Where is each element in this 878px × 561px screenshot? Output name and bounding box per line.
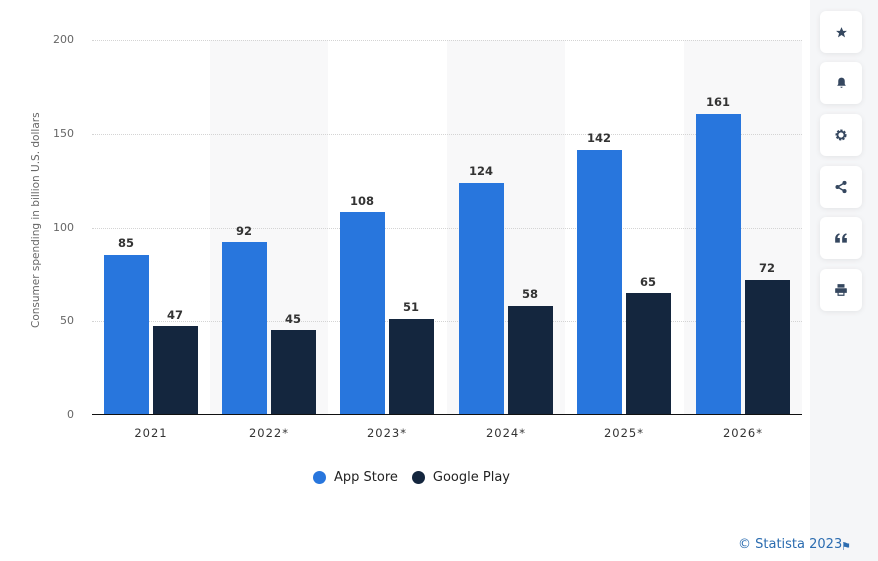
settings-button[interactable] [820, 114, 862, 156]
gear-icon [835, 129, 847, 141]
y-tick: 0 [67, 408, 74, 421]
y-tick: 50 [60, 314, 74, 327]
y-tick: 200 [53, 33, 74, 46]
value-label: 108 [349, 194, 374, 208]
value-label: 65 [639, 275, 656, 289]
y-tick: 100 [53, 221, 74, 234]
x-axis-line [92, 414, 802, 415]
legend-label: Google Play [432, 470, 510, 485]
bar-google-play-2023[interactable] [389, 319, 434, 414]
bar-google-play-2021[interactable] [153, 326, 198, 414]
quote-icon [835, 233, 847, 243]
legend: App Store Google Play [313, 470, 524, 485]
value-label: 51 [402, 300, 419, 314]
x-tick: 2023* [366, 426, 408, 440]
legend-item-google-play[interactable]: Google Play [411, 470, 510, 485]
app-store-swatch-icon [313, 471, 326, 484]
bar-app-store-2022[interactable] [222, 242, 267, 414]
legend-label: App Store [334, 470, 398, 485]
bar-google-play-2024[interactable] [508, 306, 553, 414]
print-button[interactable] [820, 269, 862, 311]
share-button[interactable] [820, 166, 862, 208]
gridline [92, 40, 802, 41]
value-label: 161 [705, 95, 730, 109]
bar-chart: 200 150 100 50 0 Consumer spending in bi… [30, 33, 802, 485]
value-label: 72 [758, 261, 775, 275]
bar-google-play-2022[interactable] [271, 330, 316, 414]
x-tick: 2022* [248, 426, 290, 440]
y-tick: 150 [53, 127, 74, 140]
x-tick: 2025* [603, 426, 645, 440]
value-label: 124 [468, 164, 493, 178]
gridline [92, 134, 802, 135]
value-label: 85 [117, 236, 134, 250]
flag-icon[interactable]: ⚑ [841, 540, 851, 553]
bell-icon [836, 77, 846, 88]
bar-app-store-2023[interactable] [340, 212, 385, 414]
print-icon [835, 284, 847, 296]
star-icon [835, 26, 847, 37]
statista-credit-link[interactable]: © Statista 2023 [738, 537, 843, 552]
value-label: 47 [166, 308, 183, 322]
bar-app-store-2026[interactable] [696, 114, 741, 414]
x-tick: 2024* [485, 426, 527, 440]
value-label: 58 [521, 287, 538, 301]
value-label: 92 [235, 224, 252, 238]
bar-app-store-2021[interactable] [104, 255, 149, 414]
bar-google-play-2026[interactable] [745, 280, 790, 414]
favorite-button[interactable] [820, 11, 862, 53]
share-icon [835, 180, 847, 194]
y-axis-label: Consumer spending in billion U.S. dollar… [30, 112, 42, 328]
cite-button[interactable] [820, 217, 862, 259]
notification-button[interactable] [820, 62, 862, 104]
gridline [92, 228, 802, 229]
bar-app-store-2024[interactable] [459, 183, 504, 414]
bar-google-play-2025[interactable] [626, 293, 671, 414]
google-play-swatch-icon [411, 471, 425, 484]
legend-item-app-store[interactable]: App Store [313, 470, 398, 485]
value-label: 45 [284, 312, 301, 326]
gridline [92, 321, 802, 322]
x-tick: 2026* [722, 426, 764, 440]
value-label: 142 [586, 131, 611, 145]
x-tick: 2021 [134, 426, 168, 440]
bar-app-store-2025[interactable] [577, 150, 622, 414]
